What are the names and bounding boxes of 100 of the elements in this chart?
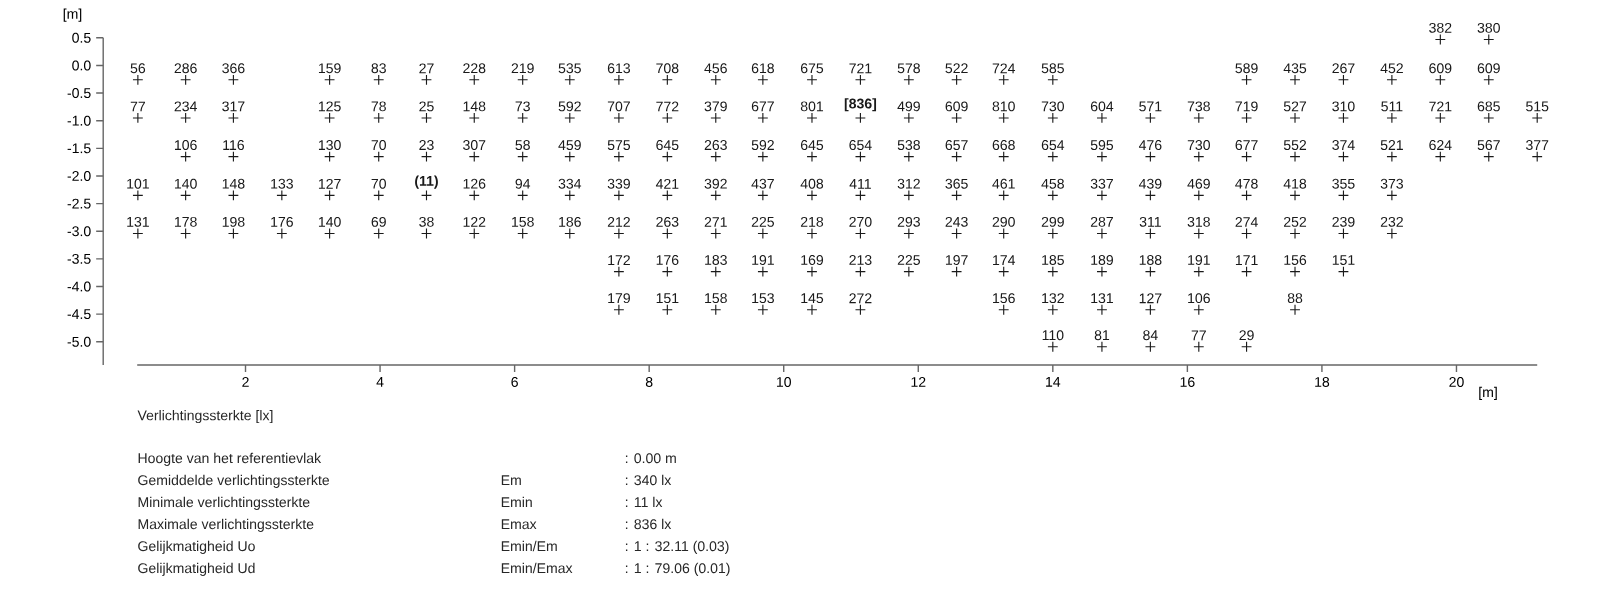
annotation: 435 — [1283, 63, 1307, 74]
annotation: 169 — [801, 255, 824, 265]
annotation: 133 — [271, 178, 293, 189]
annotation: 476 — [1138, 140, 1162, 151]
annotation: 685 — [1477, 101, 1500, 112]
annotation: 197 — [945, 255, 968, 265]
annotation: 174 — [993, 255, 1016, 265]
x-tick-label: 16 — [1180, 377, 1195, 387]
annotation: 70 — [371, 140, 386, 151]
text: : 0.00 m — [625, 453, 676, 464]
annotation: 189 — [1091, 255, 1113, 265]
annotation: 131 — [127, 216, 149, 227]
x-axis-title: [m] — [1479, 386, 1497, 400]
annotation: 317 — [222, 101, 245, 112]
annotation: [836] — [844, 98, 877, 112]
annotation: 232 — [1380, 216, 1403, 227]
text: Emax — [501, 519, 537, 530]
annotation: 609 — [945, 101, 968, 112]
annotation: 176 — [656, 255, 679, 265]
annotation: 380 — [1477, 22, 1500, 33]
annotation: 126 — [463, 178, 486, 189]
text: Hoogte van het referentievlak — [138, 452, 322, 466]
annotation: (11) — [415, 175, 438, 189]
annotation: 645 — [800, 140, 824, 151]
text: Emin/Emax — [501, 562, 573, 574]
annotation: 578 — [897, 63, 920, 74]
y-tick-label: -4.5 — [67, 309, 91, 320]
annotation: 78 — [371, 101, 386, 112]
annotation: 719 — [1235, 101, 1258, 112]
text: Maximale verlichtingssterkte — [138, 518, 314, 532]
annotation: 101 — [127, 178, 149, 189]
annotation: 191 — [1188, 255, 1210, 265]
text: : 1 : 79.06 (0.01) — [625, 562, 730, 576]
annotation: 198 — [222, 216, 245, 227]
annotation: 527 — [1283, 101, 1307, 112]
annotation: 83 — [371, 63, 386, 74]
annotation: 84 — [1143, 330, 1158, 341]
annotation: 171 — [1235, 255, 1258, 265]
annotation: 585 — [1041, 63, 1064, 74]
x-tick-label: 2 — [242, 377, 249, 387]
x-tick-label: 12 — [911, 377, 926, 387]
annotation: 522 — [945, 63, 968, 74]
annotation: 77 — [130, 101, 145, 112]
annotation: 73 — [515, 101, 530, 112]
y-tick-label: -3.0 — [67, 226, 91, 237]
annotation: 290 — [992, 216, 1015, 227]
annotation: 738 — [1187, 101, 1210, 112]
x-tick-label: 6 — [511, 377, 518, 387]
annotation: 29 — [1239, 330, 1254, 341]
text: : 1 : 32.11 (0.03) — [625, 540, 729, 554]
annotation: 70 — [371, 178, 386, 189]
annotation: 106 — [174, 140, 197, 151]
annotation: 239 — [1332, 216, 1355, 227]
annotation: 94 — [515, 178, 531, 189]
annotation: 243 — [945, 216, 968, 227]
annotation: 311 — [1139, 216, 1161, 227]
annotation: 668 — [992, 140, 1015, 151]
annotation: 188 — [1139, 255, 1162, 265]
y-tick-label: -3.5 — [67, 253, 91, 264]
annotation: 337 — [1090, 178, 1113, 189]
annotation: 645 — [656, 140, 679, 151]
annotation: 158 — [512, 216, 534, 227]
x-tick-label: 20 — [1449, 377, 1464, 387]
annotation: 657 — [945, 140, 968, 151]
annotation: 624 — [1429, 140, 1452, 151]
annotation: 77 — [1191, 330, 1206, 341]
annotation: 127 — [1139, 293, 1162, 304]
annotation: 707 — [607, 101, 630, 112]
annotation: 418 — [1283, 178, 1307, 189]
annotation: 355 — [1332, 178, 1355, 189]
annotation: 213 — [849, 255, 872, 265]
annotation: 228 — [463, 63, 486, 74]
text: Verlichtingssterkte [lx] — [137, 410, 273, 424]
annotation: 721 — [849, 63, 872, 74]
annotation: 515 — [1526, 101, 1549, 112]
annotation: 458 — [1041, 178, 1064, 189]
y-tick-label: -1.0 — [67, 115, 91, 126]
annotation: 293 — [897, 216, 920, 227]
annotation: 366 — [222, 63, 245, 74]
y-tick-label: -0.5 — [67, 88, 91, 99]
annotation: 153 — [752, 293, 774, 304]
annotation: 156 — [1284, 255, 1307, 265]
annotation: 469 — [1187, 178, 1210, 189]
annotation: 116 — [223, 140, 244, 151]
annotation: 130 — [318, 140, 341, 151]
y-tick-label: -2.0 — [67, 171, 91, 181]
annotation: 186 — [559, 216, 581, 227]
annotation: 307 — [463, 140, 486, 151]
annotation: 439 — [1138, 178, 1162, 189]
annotation: 459 — [558, 140, 581, 151]
annotation: 127 — [318, 178, 341, 189]
annotation: 183 — [705, 255, 727, 265]
annotation: 452 — [1380, 63, 1403, 74]
annotation: 613 — [607, 63, 631, 74]
annotation: 148 — [463, 101, 486, 112]
annotation: 609 — [1429, 63, 1452, 74]
annotation: 151 — [1332, 255, 1355, 265]
annotation: 271 — [704, 217, 727, 227]
annotation: 478 — [1235, 178, 1258, 189]
annotation: 312 — [897, 178, 920, 189]
